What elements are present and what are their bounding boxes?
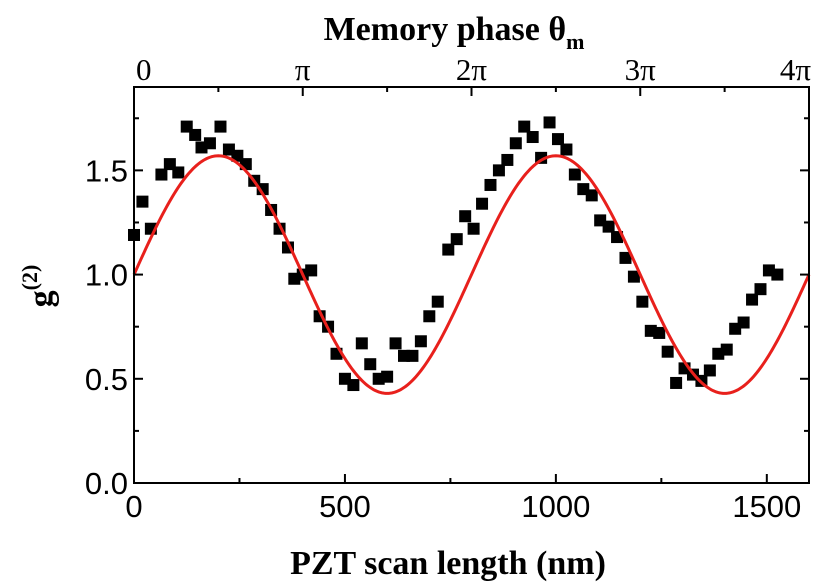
- data-point: [526, 131, 539, 144]
- x-tick-label: 1500: [732, 489, 801, 524]
- x-tick-label: 0: [125, 489, 142, 524]
- y-axis-title-main: g: [23, 290, 60, 307]
- data-point: [484, 178, 497, 191]
- top-tick-label: π: [295, 52, 311, 87]
- data-point: [189, 128, 202, 141]
- y-axis-title: g(2): [17, 265, 60, 308]
- data-point: [305, 264, 318, 277]
- data-point: [431, 295, 444, 308]
- data-point: [414, 335, 427, 348]
- data-point: [543, 116, 556, 129]
- y-axis-title-superscript: (2): [17, 265, 42, 291]
- data-point: [653, 326, 666, 339]
- data-point: [661, 345, 674, 358]
- data-point: [459, 210, 472, 223]
- data-point: [155, 168, 168, 181]
- top-tick-label: 4π: [780, 52, 812, 87]
- top-tick-label: 3π: [625, 52, 657, 87]
- data-point: [602, 220, 615, 233]
- data-point: [619, 251, 632, 264]
- y-tick-label: 0.5: [85, 362, 128, 397]
- data-point: [746, 293, 759, 306]
- x-tick-label: 500: [319, 489, 371, 524]
- data-point: [381, 370, 394, 383]
- data-point: [355, 337, 368, 350]
- top-axis-title: Memory phase θm: [324, 11, 585, 54]
- data-point: [467, 222, 480, 235]
- data-point: [551, 133, 564, 146]
- data-point: [476, 197, 489, 210]
- data-point: [737, 316, 750, 329]
- data-point: [136, 195, 149, 208]
- data-point: [627, 270, 640, 283]
- y-tick-label: 0.0: [85, 466, 128, 501]
- data-point: [172, 166, 185, 179]
- fit-curve: [132, 154, 811, 395]
- data-point: [636, 295, 649, 308]
- data-point: [518, 120, 531, 133]
- data-point: [256, 183, 269, 196]
- data-point: [670, 376, 683, 389]
- top-axis-title-subscript: m: [566, 29, 584, 54]
- data-point: [568, 168, 581, 181]
- data-point: [442, 243, 455, 256]
- data-point: [585, 189, 598, 202]
- y-tick-label: 1.5: [85, 153, 128, 188]
- data-point: [501, 153, 514, 166]
- data-point: [347, 379, 360, 392]
- data-point: [720, 343, 733, 356]
- data-point: [492, 164, 505, 177]
- data-point: [771, 268, 784, 281]
- data-point: [364, 358, 377, 371]
- x-axis-title: PZT scan length (nm): [290, 545, 606, 582]
- y-tick-label: 1.0: [85, 258, 128, 293]
- data-point: [203, 137, 216, 150]
- data-point: [406, 349, 419, 362]
- data-point: [509, 137, 522, 150]
- data-point: [389, 337, 402, 350]
- x-tick-label: 1000: [521, 489, 590, 524]
- top-axis-title-main: Memory phase θ: [324, 11, 566, 48]
- data-point: [214, 120, 227, 133]
- data-point: [450, 233, 463, 246]
- plot-frame: [133, 86, 810, 484]
- plot-area: [128, 116, 811, 395]
- axes: 0 500 1000 1500 0.0 0.5 1.0 1.5 0 π 2π 3π 4π: [85, 52, 811, 524]
- top-tick-label: 0: [136, 52, 152, 87]
- data-point: [703, 364, 716, 377]
- data-point: [560, 143, 573, 156]
- data-point: [754, 283, 767, 296]
- data-point: [423, 310, 436, 323]
- top-tick-label: 2π: [456, 52, 488, 87]
